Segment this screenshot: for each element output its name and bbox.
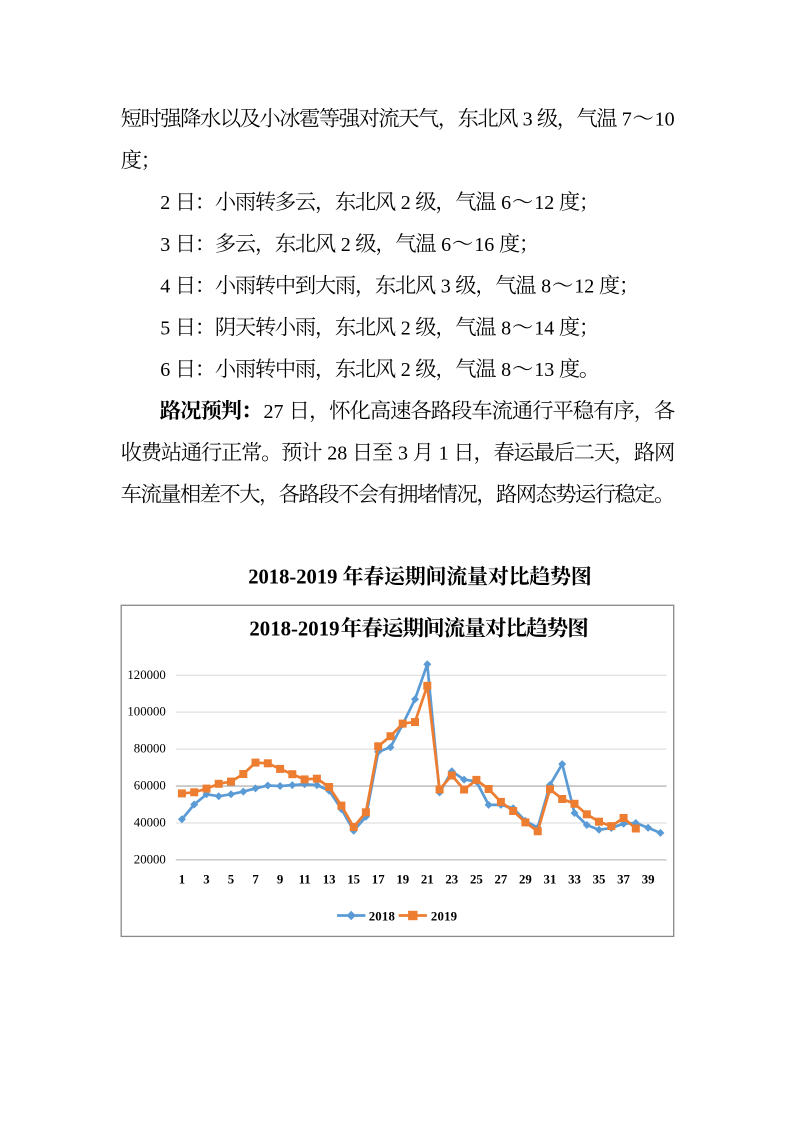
svg-text:12: 12 (534, 192, 554, 214)
svg-text:19: 19 (396, 872, 409, 886)
svg-text:35: 35 (593, 872, 606, 886)
svg-text:2: 2 (341, 234, 351, 256)
svg-text:7: 7 (252, 872, 259, 886)
svg-text:2: 2 (401, 317, 411, 339)
svg-text:1: 1 (439, 443, 449, 465)
svg-text:14: 14 (534, 317, 554, 339)
svg-text:2018: 2018 (369, 910, 395, 924)
svg-text:2: 2 (160, 192, 170, 214)
svg-text:8: 8 (501, 317, 511, 339)
svg-text:1: 1 (179, 872, 185, 886)
svg-text:27: 27 (263, 401, 283, 423)
svg-text:20000: 20000 (134, 852, 166, 866)
svg-text:6: 6 (441, 234, 451, 256)
svg-text:120000: 120000 (127, 668, 165, 682)
svg-text:100000: 100000 (127, 705, 165, 719)
svg-text:3: 3 (203, 872, 209, 886)
svg-text:6: 6 (501, 192, 511, 214)
svg-text:8: 8 (501, 359, 511, 381)
svg-text:5: 5 (228, 872, 234, 886)
svg-text:3: 3 (160, 234, 170, 256)
svg-text:3: 3 (441, 276, 451, 298)
svg-text:21: 21 (421, 872, 434, 886)
svg-text:25: 25 (470, 872, 483, 886)
svg-text:13: 13 (534, 359, 554, 381)
svg-text:8: 8 (541, 276, 551, 298)
svg-text:80000: 80000 (134, 742, 166, 756)
svg-text:2018-2019: 2018-2019 (248, 567, 337, 589)
svg-text:2: 2 (401, 192, 411, 214)
svg-text:15: 15 (347, 872, 360, 886)
svg-text:9: 9 (277, 872, 283, 886)
svg-text:4: 4 (160, 276, 170, 298)
svg-text:5: 5 (160, 317, 170, 339)
svg-text:33: 33 (568, 872, 581, 886)
svg-text:17: 17 (372, 872, 385, 886)
svg-text:7: 7 (622, 109, 632, 131)
svg-text:23: 23 (445, 872, 458, 886)
svg-text:60000: 60000 (134, 779, 166, 793)
svg-text:37: 37 (617, 872, 630, 886)
svg-text:39: 39 (642, 872, 655, 886)
svg-text:29: 29 (519, 872, 532, 886)
svg-text:16: 16 (474, 234, 494, 256)
svg-text:12: 12 (574, 276, 594, 298)
svg-text:2: 2 (401, 359, 411, 381)
svg-text:2019: 2019 (431, 910, 457, 924)
svg-text:3: 3 (398, 443, 408, 465)
svg-text:10: 10 (655, 109, 675, 131)
svg-text:28: 28 (327, 443, 347, 465)
svg-text:2018-2019: 2018-2019 (249, 618, 339, 641)
svg-text:40000: 40000 (134, 815, 166, 829)
svg-text:6: 6 (160, 359, 170, 381)
svg-text:3: 3 (523, 109, 533, 131)
svg-text:11: 11 (299, 872, 311, 886)
svg-text:31: 31 (544, 872, 557, 886)
svg-text:13: 13 (323, 872, 336, 886)
svg-text:27: 27 (494, 872, 507, 886)
